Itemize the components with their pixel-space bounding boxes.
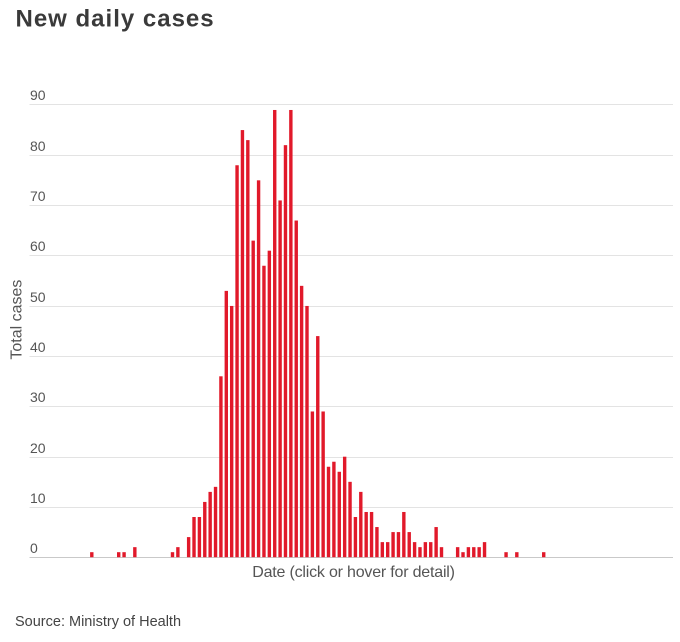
svg-text:90: 90 <box>30 87 46 103</box>
svg-text:Total cases: Total cases <box>9 280 26 360</box>
svg-text:80: 80 <box>30 138 46 154</box>
svg-text:Date (click or hover for detai: Date (click or hover for detail) <box>252 564 455 581</box>
svg-text:Source: Ministry of Health: Source: Ministry of Health <box>15 614 181 630</box>
svg-text:10: 10 <box>30 490 46 506</box>
svg-text:0: 0 <box>30 540 38 556</box>
svg-text:20: 20 <box>30 440 46 456</box>
svg-text:30: 30 <box>30 389 46 405</box>
svg-text:40: 40 <box>30 339 46 355</box>
svg-text:60: 60 <box>30 238 46 254</box>
svg-text:70: 70 <box>30 188 46 204</box>
svg-text:New daily cases: New daily cases <box>16 6 215 33</box>
svg-text:50: 50 <box>30 289 46 305</box>
